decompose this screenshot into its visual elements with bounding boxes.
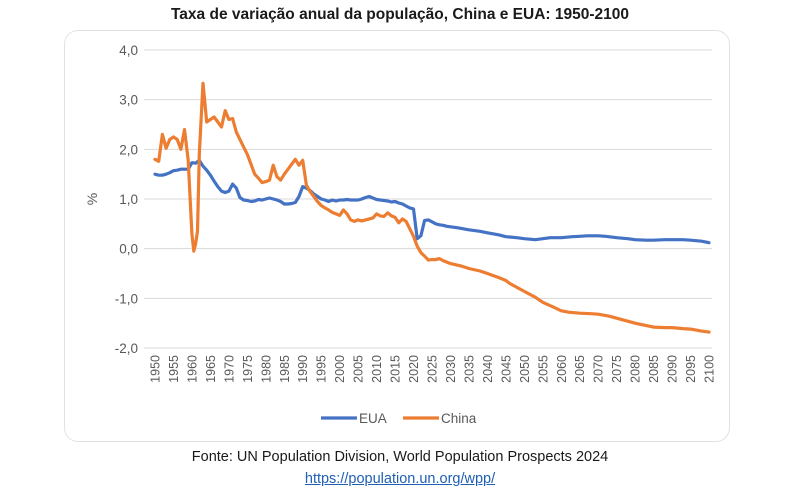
y-tick-label: 1,0 <box>119 192 138 207</box>
x-tick-label: 2075 <box>610 355 624 383</box>
y-tick-label: -2,0 <box>115 341 138 356</box>
x-tick-label: 1995 <box>315 355 329 383</box>
gridlines <box>144 49 712 349</box>
x-tick-label: 2035 <box>462 355 476 383</box>
x-tick-label: 1965 <box>204 355 218 383</box>
source-link[interactable]: https://population.un.org/wpp/ <box>304 471 496 487</box>
series-lines <box>153 81 711 334</box>
x-tick-label: 2100 <box>703 355 717 383</box>
x-tick-label: 1955 <box>167 355 181 383</box>
x-tick-label: 2090 <box>666 355 680 383</box>
x-tick-label: 1975 <box>241 355 255 383</box>
x-axis-ticks: 1950 1955 1960 1965 1970 1975 1980 1985 1990 1995… <box>149 355 717 383</box>
x-tick-label: 2095 <box>684 355 698 383</box>
x-tick-label: 2030 <box>444 355 458 383</box>
x-tick-label: 2000 <box>333 355 347 383</box>
x-tick-label: 1950 <box>149 355 163 383</box>
legend-label: EUA <box>359 411 387 426</box>
legend: EUA China <box>321 411 477 426</box>
x-tick-label: 2050 <box>518 355 532 383</box>
legend-item-china: China <box>403 411 477 426</box>
legend-label: China <box>441 411 477 426</box>
x-tick-label: 2080 <box>629 355 643 383</box>
x-tick-label: 2065 <box>573 355 587 383</box>
x-tick-label: 2055 <box>536 355 550 383</box>
y-tick-label: 2,0 <box>119 142 138 157</box>
y-axis-label: % <box>84 193 100 205</box>
x-tick-label: 1990 <box>296 355 310 383</box>
x-tick-label: 2060 <box>555 355 569 383</box>
x-tick-label: 2025 <box>426 355 440 383</box>
series-line-china <box>153 81 711 334</box>
chart-frame <box>64 30 730 442</box>
x-tick-label: 2085 <box>647 355 661 383</box>
y-tick-label: 4,0 <box>119 43 138 58</box>
x-tick-label: 1980 <box>259 355 273 383</box>
y-tick-label: 0,0 <box>119 242 138 257</box>
x-tick-label: 2015 <box>389 355 403 383</box>
x-tick-label: 2045 <box>499 355 513 383</box>
y-tick-label: -1,0 <box>115 291 138 306</box>
chart-title: Taxa de variação anual da população, Chi… <box>170 6 629 23</box>
x-tick-label: 1970 <box>222 355 236 383</box>
source-text: Fonte: UN Population Division, World Pop… <box>191 449 609 465</box>
legend-item-eua: EUA <box>321 411 387 426</box>
y-tick-label: 3,0 <box>119 93 138 108</box>
x-tick-label: 2070 <box>592 355 606 383</box>
y-axis-ticks: 4,0 3,0 2,0 1,0 0,0 -1,0 -2,0 <box>115 43 138 356</box>
x-tick-label: 2020 <box>407 355 421 383</box>
x-tick-label: 2040 <box>481 355 495 383</box>
x-tick-label: 2005 <box>352 355 366 383</box>
x-tick-label: 1985 <box>278 355 292 383</box>
x-tick-label: 1960 <box>185 355 199 383</box>
series-line-eua <box>153 158 711 245</box>
x-tick-label: 2010 <box>370 355 384 383</box>
